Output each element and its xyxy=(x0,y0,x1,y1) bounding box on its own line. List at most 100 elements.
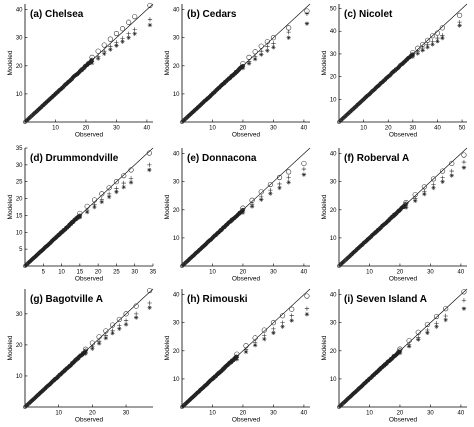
y-tick-label: 30 xyxy=(16,312,23,318)
x-tick-label: 10 xyxy=(366,411,373,417)
data-point-circle xyxy=(270,35,277,41)
x-tick-label: 30 xyxy=(270,270,277,276)
data-point-plus xyxy=(271,326,276,332)
data-point-plus xyxy=(277,181,282,187)
x-tick-label: 10 xyxy=(55,411,62,417)
y-tick-label: 30 xyxy=(330,52,337,58)
y-tick-label: 20 xyxy=(330,75,337,81)
data-point-star xyxy=(449,173,454,178)
data-point-circle xyxy=(439,25,445,31)
data-point-star xyxy=(252,56,258,62)
data-point-circle xyxy=(128,167,134,173)
data-point-circle xyxy=(103,328,109,334)
data-point-star xyxy=(133,315,139,320)
data-point-star xyxy=(280,324,285,329)
data-point-circle xyxy=(261,327,267,333)
data-point-star xyxy=(457,23,462,28)
x-tick-label: 40 xyxy=(301,270,308,276)
x-tick-label: 20 xyxy=(89,411,96,417)
data-point-plus xyxy=(132,27,137,32)
y-axis-title: Modeled xyxy=(321,335,328,360)
x-tick-label: 10 xyxy=(58,270,65,276)
x-tick-label: 20 xyxy=(240,126,247,132)
data-point-circle xyxy=(116,316,122,323)
data-point-star xyxy=(415,51,420,56)
data-point-plus xyxy=(304,306,310,311)
data-point-circle xyxy=(457,12,463,18)
data-point-circle xyxy=(146,150,152,156)
x-tick-label: 30 xyxy=(270,411,277,417)
data-point-star xyxy=(440,179,445,184)
data-point-dense xyxy=(33,396,37,400)
data-point-dense xyxy=(342,116,345,120)
y-tick-label: 40 xyxy=(330,152,337,158)
x-tick-label: 30 xyxy=(410,126,417,132)
data-point-circle xyxy=(246,54,252,60)
data-point-star xyxy=(434,324,439,329)
x-tick-label: 10 xyxy=(366,270,373,276)
data-point-star xyxy=(271,45,276,50)
data-point-star xyxy=(461,306,467,311)
data-point-circle xyxy=(440,168,446,174)
x-tick-label: 30 xyxy=(427,270,434,276)
data-point-circle xyxy=(289,306,295,312)
x-axis-title: Observed xyxy=(75,276,104,283)
x-axis-title: Observed xyxy=(389,417,418,424)
data-point-star xyxy=(92,204,97,210)
y-tick-label: 30 xyxy=(173,321,180,327)
data-point-dense xyxy=(25,118,29,122)
panel-i-seven-island-a: 10 20 30 40 10 20 30 40 Observed Modeled (i) Seven… xyxy=(321,288,468,424)
data-point-dense xyxy=(89,58,94,63)
y-axis-title: Modeled xyxy=(7,335,14,360)
data-point-star xyxy=(430,42,435,47)
data-point-circle xyxy=(258,43,264,49)
data-point-circle xyxy=(121,173,127,179)
x-tick-label: 35 xyxy=(150,270,157,276)
data-point-circle xyxy=(252,49,258,55)
data-point-dense xyxy=(180,405,184,409)
data-point-plus xyxy=(121,180,126,186)
data-point-star xyxy=(403,205,409,210)
data-point-plus xyxy=(280,320,285,325)
y-axis-title: Modeled xyxy=(321,50,328,75)
data-point-star xyxy=(304,312,310,317)
x-axis-title: Observed xyxy=(75,417,104,424)
panel-g-bagotville-a: 10 20 30 10 20 30 Observed Modeled (g) Bagotvill… xyxy=(7,287,154,424)
y-tick-label: 25 xyxy=(16,180,23,186)
data-point-star xyxy=(90,346,95,351)
y-tick-label: 30 xyxy=(330,321,337,327)
y-axis-title: Modeled xyxy=(7,50,14,75)
data-point-star xyxy=(96,341,102,346)
data-point-circle xyxy=(304,293,310,299)
data-point-plus xyxy=(147,162,152,168)
y-tick-label: 30 xyxy=(16,163,23,169)
data-point-star xyxy=(286,35,291,40)
x-tick-label: 30 xyxy=(270,126,277,132)
panel-title: (g) Bagotville A xyxy=(30,294,103,305)
data-point-dense xyxy=(180,120,184,124)
data-point-circle xyxy=(270,320,277,326)
data-point-star xyxy=(240,210,246,215)
y-tick-label: 10 xyxy=(16,230,23,236)
data-point-plus xyxy=(461,298,467,303)
y-tick-label: 20 xyxy=(173,349,180,355)
data-point-dense xyxy=(337,264,341,268)
data-point-star xyxy=(406,344,412,349)
y-tick-label: 30 xyxy=(173,180,180,186)
x-tick-label: 20 xyxy=(385,126,392,132)
panel-title: (h) Rimouski xyxy=(187,294,248,305)
data-point-star xyxy=(435,39,440,44)
panel-title: (f) Roberval A xyxy=(344,153,409,164)
x-axis-title: Observed xyxy=(232,132,261,139)
data-point-circle xyxy=(126,19,132,25)
data-point-star xyxy=(99,199,104,205)
data-point-star xyxy=(121,184,126,190)
data-point-star xyxy=(410,54,416,59)
panel-title: (a) Chelsea xyxy=(30,9,84,20)
data-point-star xyxy=(243,349,249,355)
panel-b-cedars: 10 20 30 40 10 20 30 40 Observed Modeled (b) Cedar… xyxy=(164,3,311,139)
data-point-circle xyxy=(461,289,467,295)
y-tick-label: 20 xyxy=(330,208,337,214)
x-axis-title: Observed xyxy=(389,132,418,139)
